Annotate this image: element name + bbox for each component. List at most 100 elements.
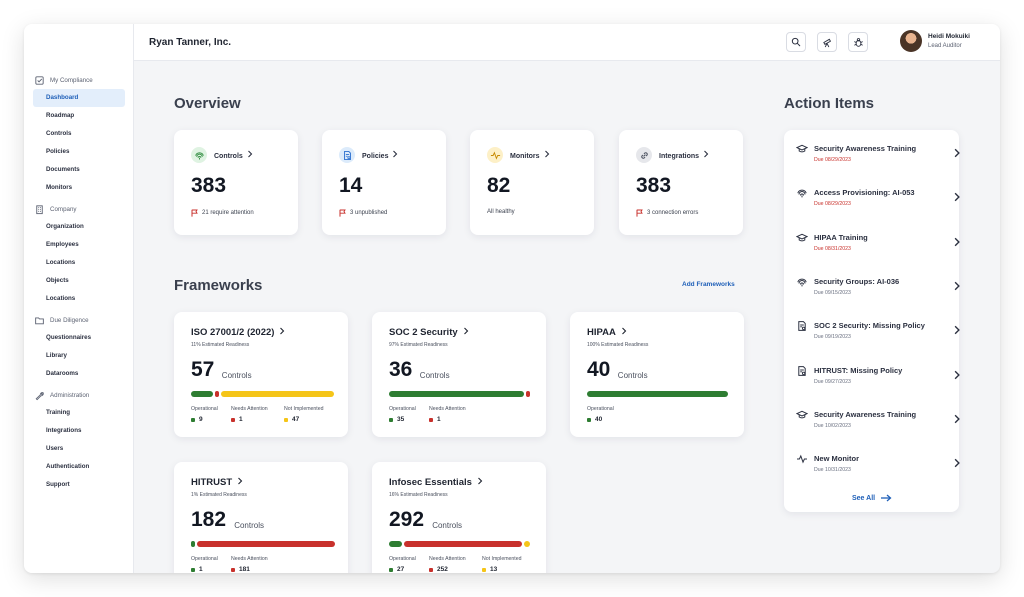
progress-segment-operational [191, 391, 213, 397]
action-item[interactable]: SOC 2 Security: Missing Policy Due 09/19/… [796, 319, 960, 349]
framework-card[interactable]: ISO 27001/2 (2022) 11% Estimated Readines… [174, 312, 348, 437]
sidebar-item-policies[interactable]: Policies [46, 148, 70, 155]
sidebar-item-objects[interactable]: Objects [46, 277, 69, 284]
action-item-title: SOC 2 Security: Missing Policy [814, 321, 925, 331]
framework-title: SOC 2 Security [389, 327, 469, 338]
legend-label-operational: Operational [191, 556, 218, 562]
framework-controls-label: Controls [419, 371, 450, 380]
framework-card[interactable]: HITRUST 1% Estimated Readiness 182 Controls… [174, 462, 348, 573]
chevron-right-icon [954, 148, 960, 158]
action-item[interactable]: HIPAA Training Due 08/31/2023 [796, 231, 960, 261]
overview-card-policies[interactable]: Policies 14 3 unpublished [322, 130, 446, 235]
search-icon [791, 37, 801, 47]
legend-label-not-implemented: Not Implemented [482, 556, 522, 562]
action-item[interactable]: Security Awareness Training Due 10/02/202… [796, 408, 960, 438]
progress-segment-operational [587, 391, 728, 397]
sidebar-item-documents[interactable]: Documents [46, 166, 80, 173]
sidebar-section-due-diligence: Due Diligence [24, 311, 133, 329]
top-header: Ryan Tanner, Inc. Heidi Mokuiki Lead Aud… [134, 24, 1000, 61]
frameworks-heading: Frameworks [174, 277, 263, 294]
action-item-due-date: Due 09/19/2023 [814, 334, 851, 341]
legend-label-operational: Operational [191, 406, 218, 412]
sidebar-item-employees[interactable]: Employees [46, 241, 79, 248]
sidebar-item-organization[interactable]: Organization [46, 223, 84, 230]
overview-card-controls[interactable]: Controls 383 21 require attention [174, 130, 298, 235]
telescope-button[interactable] [817, 32, 837, 52]
legend-label-not-implemented: Not Implemented [284, 406, 324, 412]
legend-dot [389, 417, 393, 422]
framework-controls-label: Controls [617, 371, 648, 380]
sidebar-item-support[interactable]: Support [46, 481, 70, 488]
sidebar-item-datarooms[interactable]: Datarooms [46, 370, 79, 377]
legend-label-operational: Operational [389, 556, 416, 562]
sidebar-section-my-compliance: My Compliance [24, 71, 133, 89]
sidebar-item-users[interactable]: Users [46, 445, 64, 452]
action-item[interactable]: New Monitor Due 10/31/2023 [796, 452, 960, 482]
graduation-cap-icon [796, 144, 808, 153]
progress-segment-not-implemented [220, 391, 334, 397]
action-item[interactable]: HITRUST: Missing Policy Due 09/27/2023 [796, 364, 960, 394]
overview-card-monitors[interactable]: Monitors 82 All healthy [470, 130, 594, 235]
sidebar-section-administration: Administration [24, 386, 133, 404]
action-item-title: Security Groups: AI-036 [814, 276, 900, 286]
overview-card-status-text: All healthy [487, 209, 515, 215]
search-button[interactable] [786, 32, 806, 52]
action-item-icon-wrap [796, 320, 808, 332]
sidebar-item-authentication[interactable]: Authentication [46, 463, 90, 470]
overview-card-status-text: 3 connection errors [647, 210, 699, 216]
sidebar-item-locations[interactable]: Locations [46, 295, 76, 302]
sidebar-item-questionnaires[interactable]: Questionnaires [46, 334, 92, 341]
add-frameworks-link[interactable]: Add Frameworks [682, 281, 735, 288]
legend-label-needs-attention: Needs Attention [429, 556, 466, 562]
framework-card[interactable]: HIPAA 100% Estimated Readiness 40 Controls O… [570, 312, 744, 437]
action-item-icon-wrap [796, 143, 808, 155]
action-item[interactable]: Security Groups: AI-036 Due 09/15/2023 [796, 275, 960, 305]
chevron-right-icon [393, 150, 398, 158]
overview-card-status-text: 3 unpublished [350, 210, 388, 216]
action-item-due-date: Due 08/31/2023 [814, 245, 851, 252]
flag-icon [191, 209, 198, 217]
action-item[interactable]: Security Awareness Training Due 08/29/202… [796, 142, 960, 172]
action-item-icon-wrap [796, 232, 808, 244]
see-all-label: See All [852, 494, 876, 502]
chevron-right-icon [238, 477, 243, 485]
framework-card[interactable]: Infosec Essentials 16% Estimated Readines… [372, 462, 546, 573]
framework-title: HIPAA [587, 327, 627, 338]
overview-icon-badge [191, 147, 207, 163]
sidebar: My Compliance Dashboard Roadmap Controls Pol… [24, 24, 134, 573]
progress-segment-needs-attention [197, 541, 336, 547]
legend-value-needs-attention: 1 [231, 416, 243, 423]
overview-card-integrations[interactable]: Integrations 383 3 connection errors [619, 130, 743, 235]
graduation-cap-icon [796, 410, 808, 419]
action-item[interactable]: Access Provisioning: AI-053 Due 08/29/202… [796, 186, 960, 216]
framework-control-count: 57 [191, 358, 215, 381]
overview-card-title-text: Monitors [510, 153, 540, 160]
framework-readiness: 97% Estimated Readiness [389, 342, 448, 348]
action-item-title: Security Awareness Training [814, 144, 917, 153]
sidebar-item-locations[interactable]: Locations [46, 259, 76, 266]
progress-segment-operational [389, 391, 525, 397]
legend-dot [429, 567, 433, 572]
see-all-link[interactable]: See All [852, 494, 892, 502]
chevron-right-icon [280, 327, 285, 335]
overview-card-count: 383 [636, 174, 672, 197]
framework-readiness: 100% Estimated Readiness [587, 342, 649, 348]
legend-dot [284, 417, 288, 422]
sidebar-item-dashboard[interactable]: Dashboard [33, 89, 125, 107]
sidebar-item-roadmap[interactable]: Roadmap [46, 112, 75, 119]
sidebar-item-controls[interactable]: Controls [46, 130, 72, 137]
company-name: Ryan Tanner, Inc. [149, 36, 232, 48]
user-role: Lead Auditor [928, 43, 962, 49]
sidebar-item-integrations[interactable]: Integrations [46, 427, 82, 434]
sidebar-item-monitors[interactable]: Monitors [46, 184, 73, 191]
section-icon-wrap [33, 74, 45, 86]
framework-card[interactable]: SOC 2 Security 97% Estimated Readiness 36 C… [372, 312, 546, 437]
flag-icon [636, 209, 643, 217]
legend-value-not-implemented: 47 [284, 416, 299, 423]
sidebar-item-library[interactable]: Library [46, 352, 67, 359]
flag-icon [339, 209, 346, 217]
action-item-icon-wrap [796, 453, 808, 465]
user-avatar[interactable] [900, 30, 922, 52]
sidebar-item-training[interactable]: Training [46, 409, 71, 416]
bug-button[interactable] [848, 32, 868, 52]
